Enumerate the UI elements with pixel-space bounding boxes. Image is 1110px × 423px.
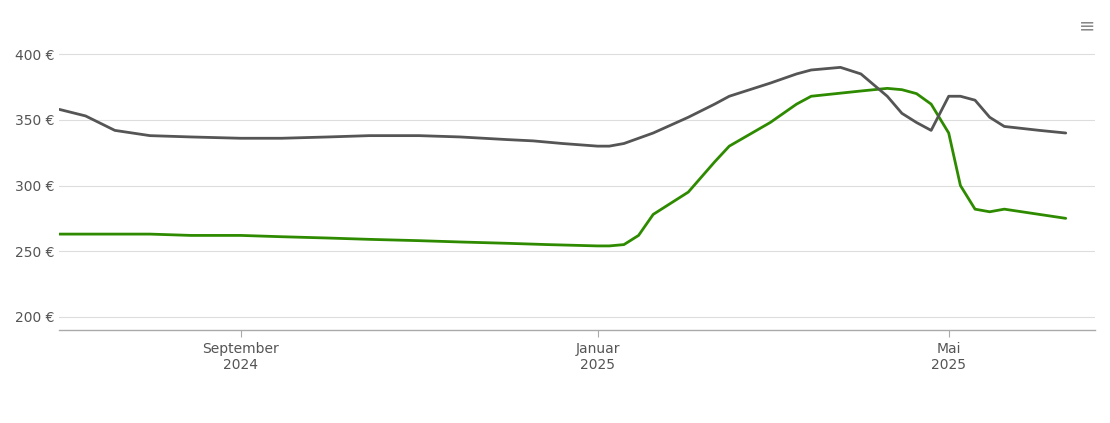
Legend: lose Ware, Sackware: lose Ware, Sackware [452, 420, 703, 423]
Text: ≡: ≡ [1079, 17, 1094, 36]
